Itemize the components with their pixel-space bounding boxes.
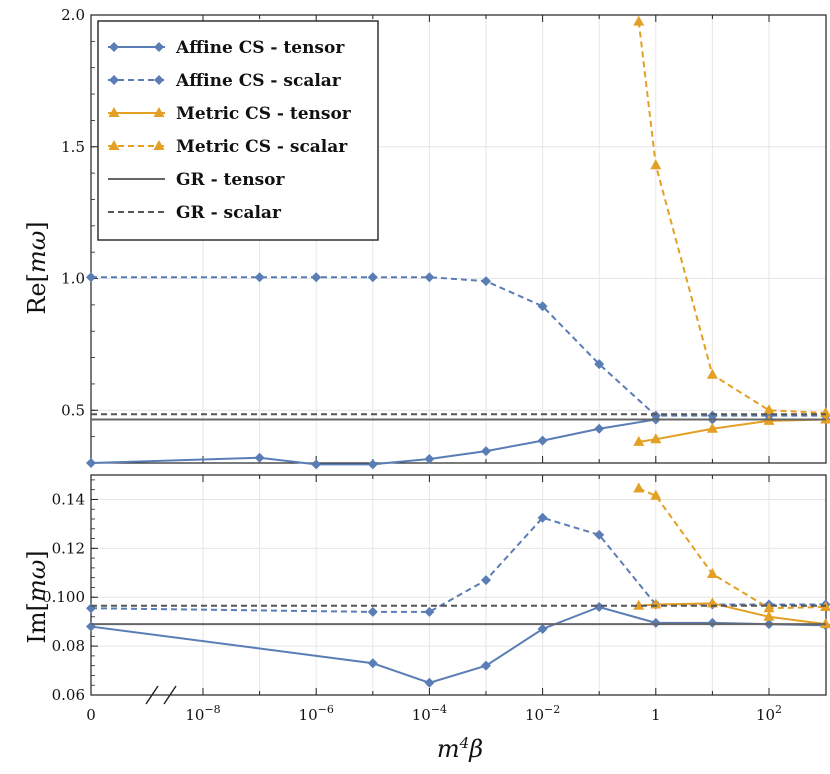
top-data-point xyxy=(633,435,645,446)
legend-marker xyxy=(154,75,164,85)
top-data-point xyxy=(311,459,322,470)
top-panel: 0.5 1.0 1.5 2.0 xyxy=(61,6,830,470)
top-frame xyxy=(90,14,827,464)
legend-marker xyxy=(153,140,165,150)
x-tick-label: 1 xyxy=(651,706,661,724)
bottom-data-point xyxy=(706,568,718,578)
top-data-point xyxy=(424,454,435,465)
top-data-point xyxy=(481,276,491,287)
bottom-data-point xyxy=(86,603,96,614)
top-data-point xyxy=(537,301,548,312)
x-tick-label: 10−2 xyxy=(525,703,560,724)
legend-marker xyxy=(153,107,165,117)
top-data-point xyxy=(650,159,662,170)
bottom-data-point xyxy=(763,610,775,621)
axis-break-mark xyxy=(145,685,159,705)
top-data-point xyxy=(367,272,378,283)
bottom-y-tick-label: 0.14 xyxy=(52,490,85,508)
top-data-point xyxy=(594,423,605,434)
bottom-data-point xyxy=(763,602,775,613)
top-data-point xyxy=(424,272,435,283)
top-data-point xyxy=(254,272,265,283)
top-data-point xyxy=(254,452,265,463)
top-series-line xyxy=(90,418,826,466)
x-tick-label: 102 xyxy=(756,703,782,724)
bottom-data-point xyxy=(481,660,491,671)
x-tick-label: 10−6 xyxy=(299,703,334,724)
legend-marker xyxy=(108,140,120,150)
top-y-tick-label: 1.0 xyxy=(61,270,85,288)
legend-label: Metric CS - scalar xyxy=(176,137,348,157)
bottom-data-point xyxy=(86,621,96,632)
bottom-data-point xyxy=(537,512,548,523)
bottom-data-point xyxy=(537,624,548,634)
bottom-series-line xyxy=(90,516,826,613)
bottom-series-line xyxy=(90,605,826,684)
legend-label: Metric CS - tensor xyxy=(176,104,352,124)
top-series-line xyxy=(637,21,826,414)
legend-marker xyxy=(108,107,120,117)
top-data-point xyxy=(537,435,548,446)
top-data-point xyxy=(311,272,322,283)
top-data-point xyxy=(707,410,718,421)
bottom-y-tick-label: 0.12 xyxy=(52,539,85,557)
bottom-data-point xyxy=(633,599,645,610)
bottom-y-axis-title: Im[mω] xyxy=(23,550,51,643)
bottom-frame xyxy=(90,474,827,696)
bottom-y-tick-label: 0.08 xyxy=(52,637,85,655)
top-data-point xyxy=(367,459,378,470)
top-data-point xyxy=(86,272,96,283)
bottom-y-tick-label: 0.100 xyxy=(42,588,85,606)
bottom-data-point xyxy=(481,575,491,586)
legend-box xyxy=(97,20,379,241)
legend-label: GR - scalar xyxy=(176,203,282,223)
top-data-point xyxy=(86,458,96,468)
bottom-data-point xyxy=(707,617,718,628)
top-data-point xyxy=(594,359,605,370)
bottom-data-point xyxy=(650,617,661,628)
legend-label: Affine CS - tensor xyxy=(175,38,345,58)
top-data-point xyxy=(650,433,662,444)
top-data-point xyxy=(633,15,645,26)
legend-marker xyxy=(109,42,119,52)
bottom-data-point xyxy=(424,606,435,617)
x-tick-label: 10−8 xyxy=(185,703,220,724)
top-data-point xyxy=(650,410,661,421)
legend-marker xyxy=(109,75,119,85)
top-data-point xyxy=(706,368,718,379)
axis-break-mark xyxy=(163,685,177,705)
bottom-y-tick-label: 0.06 xyxy=(52,686,85,704)
bottom-data-point xyxy=(594,529,605,540)
top-series-line xyxy=(638,418,826,443)
bottom-panel: 0.06 0.08 0.100 0.12 0.14 0 10−8 10−6 10−4 10−2 1 1… xyxy=(42,474,830,724)
top-data-point xyxy=(481,446,491,457)
x-tick-label: 0 xyxy=(86,706,96,724)
bottom-data-point xyxy=(424,677,435,688)
top-series-line xyxy=(91,276,826,417)
top-data-point xyxy=(763,404,775,415)
top-y-tick-label: 1.5 xyxy=(61,138,85,156)
legend: Affine CS - tensor Affine CS - scalar Metr… xyxy=(97,20,379,241)
bottom-data-point xyxy=(594,602,605,612)
bottom-data-point xyxy=(367,658,378,669)
bottom-data-point xyxy=(367,606,378,617)
legend-label: Affine CS - scalar xyxy=(175,71,342,91)
top-y-tick-label: 2.0 xyxy=(61,6,85,24)
legend-label: GR - tensor xyxy=(176,170,285,190)
bottom-data-point xyxy=(633,482,645,493)
top-data-point xyxy=(706,422,718,433)
legend-marker xyxy=(154,42,164,52)
top-y-axis-title: Re[mω] xyxy=(23,221,51,314)
x-axis-title: m4β xyxy=(437,734,483,763)
x-tick-label: 10−4 xyxy=(412,703,447,724)
top-y-tick-label: 0.5 xyxy=(61,401,85,419)
bottom-data-point xyxy=(650,489,662,500)
